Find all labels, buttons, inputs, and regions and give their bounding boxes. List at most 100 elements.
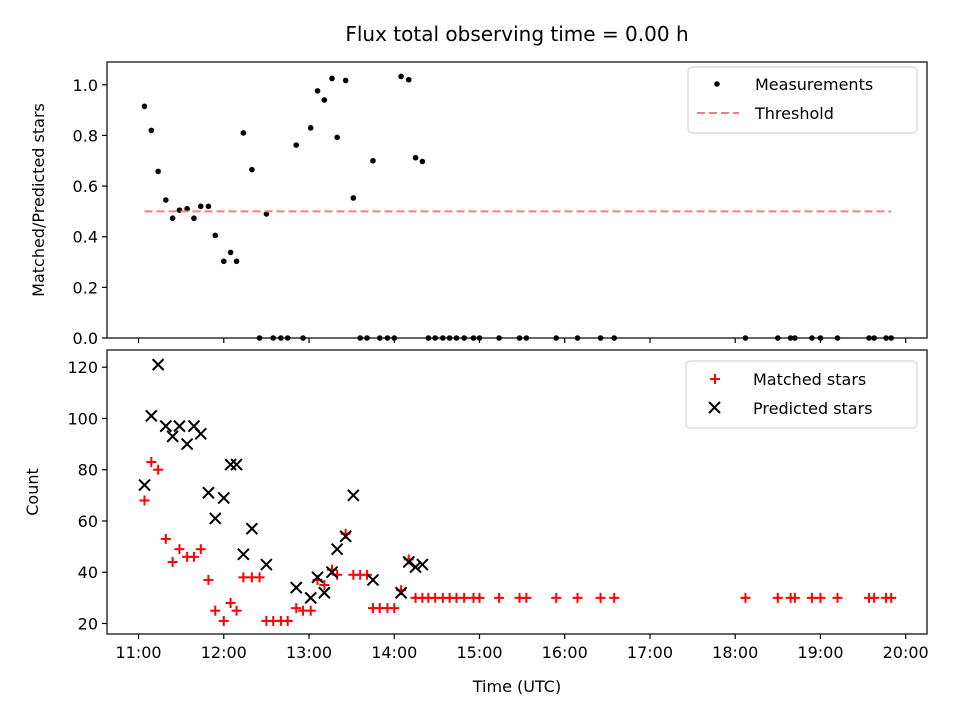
predicted-star-point — [402, 555, 415, 569]
xtick-label: 15:00 — [456, 643, 502, 662]
predicted-star-point — [194, 427, 207, 441]
measurement-point — [307, 125, 314, 131]
predicted-star-point — [394, 586, 408, 599]
ratio-legend: Measurements Threshold — [687, 66, 918, 134]
legend-measurements-marker — [714, 81, 720, 87]
predicted-star-point — [180, 437, 194, 451]
matched-star-point — [389, 603, 400, 614]
measurement-point — [227, 249, 234, 256]
measurement-point — [321, 97, 328, 103]
matched-star-point — [153, 464, 164, 475]
matched-star-point — [195, 544, 206, 555]
legend-matched-label: Matched stars — [753, 370, 866, 389]
legend-matched-marker — [710, 374, 720, 384]
predicted-star-point — [217, 491, 230, 505]
x-axis-label: Time (UTC) — [472, 677, 561, 696]
predicted-star-point — [230, 458, 243, 471]
matched-star-point — [740, 592, 751, 603]
measurement-point — [163, 197, 169, 203]
ratio-ytick-label: 1.0 — [73, 76, 98, 95]
count-frame — [106, 349, 928, 635]
matched-star-point — [361, 569, 372, 580]
matched-star-point — [188, 551, 199, 562]
matched-star-point — [291, 603, 302, 614]
predicted-star-point — [145, 409, 158, 423]
matched-star-point — [139, 495, 150, 506]
predicted-star-point — [409, 560, 422, 574]
count-ytick-label: 100 — [67, 409, 98, 428]
matched-star-point — [494, 592, 505, 603]
count-ytick-label: 60 — [78, 512, 98, 531]
measurement-point — [398, 73, 404, 80]
ratio-ytick-label: 0.0 — [73, 329, 98, 348]
matched-star-point — [282, 615, 293, 626]
ratio-legend-box — [687, 66, 918, 134]
measurement-point — [240, 130, 247, 136]
measurement-point — [184, 206, 190, 212]
predicted-star-point — [151, 358, 165, 371]
legend-predicted-label: Predicted stars — [753, 399, 873, 418]
figure-title: Flux total observing time = 0.00 h — [345, 22, 688, 46]
matched-star-point — [772, 592, 783, 603]
matched-star-point — [886, 592, 897, 603]
measurement-point — [412, 154, 419, 161]
matched-star-point — [231, 605, 242, 616]
predicted-star-point — [330, 542, 344, 556]
matched-star-point — [609, 592, 620, 603]
measurement-point — [263, 211, 270, 217]
matched-star-point — [254, 572, 265, 583]
predicted-star-point — [260, 558, 273, 571]
matched-star-point — [225, 597, 236, 608]
ratio-ytick-label: 0.2 — [73, 278, 98, 297]
matched-star-point — [167, 556, 178, 567]
predicted-star-point — [237, 548, 250, 561]
matched-star-point — [806, 592, 817, 603]
measurement-point — [419, 158, 426, 165]
xtick-label: 20:00 — [883, 643, 929, 662]
matched-star-point — [832, 592, 843, 603]
count-panel: 20 40 60 80 100 120 11:00 12:00 13:00 14:00 15:00… — [23, 349, 929, 696]
measurement-point — [212, 232, 219, 239]
count-ytick-label: 40 — [78, 563, 98, 582]
predicted-star-point — [304, 591, 317, 605]
measurement-point — [148, 127, 155, 134]
measurement-point — [370, 157, 376, 164]
predicted-star-point — [325, 566, 339, 579]
matched-star-point — [174, 544, 185, 555]
ratio-y-axis-label: Matched/Predicted stars — [29, 103, 48, 297]
ratio-ytick-label: 0.6 — [73, 177, 98, 196]
predicted-star-point — [311, 571, 324, 584]
matched-star-point — [869, 592, 880, 603]
matched-star-point — [551, 592, 562, 603]
predicted-star-point — [245, 522, 259, 535]
xtick-label: 12:00 — [201, 643, 247, 662]
matched-star-point — [319, 580, 330, 591]
matched-star-point — [789, 592, 800, 603]
measurement-point — [342, 77, 349, 84]
ratio-ytick-label: 0.8 — [73, 126, 98, 145]
predicted-star-point — [347, 489, 360, 502]
measurement-point — [405, 76, 412, 83]
count-legend-box — [685, 360, 918, 429]
measurement-point — [220, 258, 227, 265]
predicted-star-point — [339, 530, 352, 543]
measurement-point — [334, 134, 340, 141]
measurement-point — [350, 195, 357, 201]
count-y-axis-label: Count — [23, 468, 42, 516]
ratio-ytick-label: 0.4 — [73, 228, 98, 247]
predicted-star-point — [173, 419, 186, 433]
measurement-point — [293, 142, 300, 148]
matched-star-point — [146, 457, 157, 468]
matched-star-point — [521, 592, 532, 603]
measurement-point — [141, 103, 148, 110]
predicted-star-point — [166, 430, 179, 443]
count-marks — [138, 358, 897, 626]
measurement-point — [191, 215, 197, 222]
measurement-point — [197, 203, 204, 210]
ratio-panel: 0.0 0.2 0.4 0.6 0.8 1.0 Matched/Predicted sta… — [29, 61, 928, 348]
xtick-label: 14:00 — [371, 643, 417, 662]
matched-star-point — [459, 592, 470, 603]
count-y-ticks: 20 40 60 80 100 120 — [67, 358, 107, 633]
xtick-label: 17:00 — [627, 643, 673, 662]
